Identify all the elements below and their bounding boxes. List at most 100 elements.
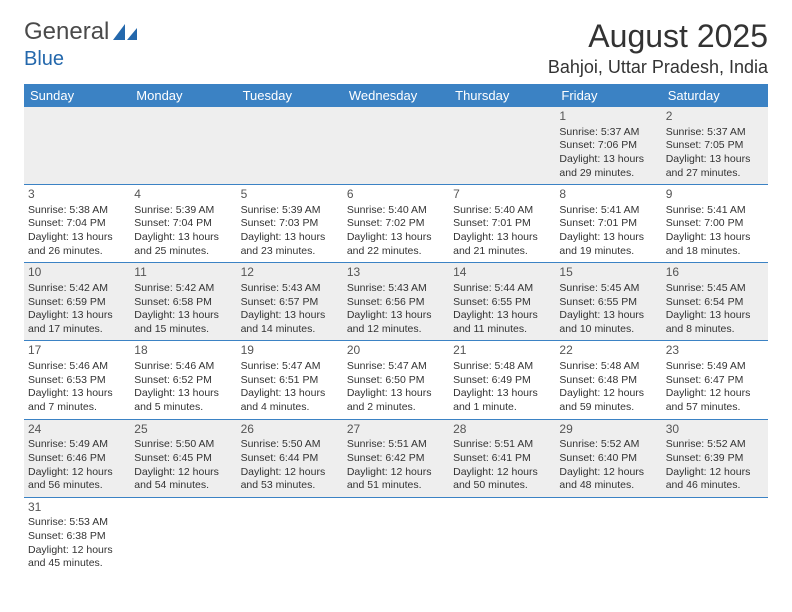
sunrise-text: Sunrise: 5:49 AM xyxy=(666,360,764,374)
daylight-text: Daylight: 13 hours and 23 minutes. xyxy=(241,231,339,258)
calendar-cell: 24Sunrise: 5:49 AMSunset: 6:46 PMDayligh… xyxy=(24,419,130,497)
daylight-text: Daylight: 13 hours and 21 minutes. xyxy=(453,231,551,258)
sunset-text: Sunset: 6:44 PM xyxy=(241,452,339,466)
calendar-cell: 6Sunrise: 5:40 AMSunset: 7:02 PMDaylight… xyxy=(343,185,449,263)
sunset-text: Sunset: 7:04 PM xyxy=(28,217,126,231)
calendar-cell: 23Sunrise: 5:49 AMSunset: 6:47 PMDayligh… xyxy=(662,341,768,419)
daylight-text: Daylight: 13 hours and 8 minutes. xyxy=(666,309,764,336)
calendar-row: 1Sunrise: 5:37 AMSunset: 7:06 PMDaylight… xyxy=(24,107,768,185)
calendar-row: 10Sunrise: 5:42 AMSunset: 6:59 PMDayligh… xyxy=(24,263,768,341)
daylight-text: Daylight: 13 hours and 12 minutes. xyxy=(347,309,445,336)
calendar-cell: 25Sunrise: 5:50 AMSunset: 6:45 PMDayligh… xyxy=(130,419,236,497)
daylight-text: Daylight: 12 hours and 54 minutes. xyxy=(134,466,232,493)
day-number: 24 xyxy=(28,422,126,438)
daylight-text: Daylight: 12 hours and 50 minutes. xyxy=(453,466,551,493)
calendar-cell xyxy=(237,107,343,185)
sunset-text: Sunset: 6:46 PM xyxy=(28,452,126,466)
calendar-cell: 14Sunrise: 5:44 AMSunset: 6:55 PMDayligh… xyxy=(449,263,555,341)
calendar-body: 1Sunrise: 5:37 AMSunset: 7:06 PMDaylight… xyxy=(24,107,768,575)
calendar-cell: 22Sunrise: 5:48 AMSunset: 6:48 PMDayligh… xyxy=(555,341,661,419)
daylight-text: Daylight: 12 hours and 46 minutes. xyxy=(666,466,764,493)
calendar-cell: 15Sunrise: 5:45 AMSunset: 6:55 PMDayligh… xyxy=(555,263,661,341)
sunrise-text: Sunrise: 5:51 AM xyxy=(453,438,551,452)
sunset-text: Sunset: 6:41 PM xyxy=(453,452,551,466)
calendar-cell xyxy=(343,107,449,185)
sunrise-text: Sunrise: 5:37 AM xyxy=(666,126,764,140)
sunset-text: Sunset: 6:39 PM xyxy=(666,452,764,466)
day-number: 1 xyxy=(559,109,657,125)
daylight-text: Daylight: 12 hours and 57 minutes. xyxy=(666,387,764,414)
sunrise-text: Sunrise: 5:48 AM xyxy=(559,360,657,374)
logo-text-blue: Blue xyxy=(24,48,64,70)
sunrise-text: Sunrise: 5:38 AM xyxy=(28,204,126,218)
sunrise-text: Sunrise: 5:39 AM xyxy=(241,204,339,218)
calendar-cell: 3Sunrise: 5:38 AMSunset: 7:04 PMDaylight… xyxy=(24,185,130,263)
daylight-text: Daylight: 13 hours and 2 minutes. xyxy=(347,387,445,414)
calendar-cell xyxy=(130,107,236,185)
daylight-text: Daylight: 12 hours and 56 minutes. xyxy=(28,466,126,493)
calendar-cell: 26Sunrise: 5:50 AMSunset: 6:44 PMDayligh… xyxy=(237,419,343,497)
sunrise-text: Sunrise: 5:50 AM xyxy=(241,438,339,452)
day-number: 29 xyxy=(559,422,657,438)
sunset-text: Sunset: 6:38 PM xyxy=(28,530,126,544)
daylight-text: Daylight: 12 hours and 59 minutes. xyxy=(559,387,657,414)
sunrise-text: Sunrise: 5:41 AM xyxy=(666,204,764,218)
sunset-text: Sunset: 7:03 PM xyxy=(241,217,339,231)
day-number: 23 xyxy=(666,343,764,359)
daylight-text: Daylight: 13 hours and 5 minutes. xyxy=(134,387,232,414)
header: General August 2025 Bahjoi, Uttar Prades… xyxy=(24,18,768,78)
daylight-text: Daylight: 13 hours and 25 minutes. xyxy=(134,231,232,258)
calendar-cell xyxy=(449,497,555,575)
sunset-text: Sunset: 6:55 PM xyxy=(453,296,551,310)
day-number: 27 xyxy=(347,422,445,438)
calendar-cell: 9Sunrise: 5:41 AMSunset: 7:00 PMDaylight… xyxy=(662,185,768,263)
sunrise-text: Sunrise: 5:40 AM xyxy=(347,204,445,218)
daylight-text: Daylight: 13 hours and 26 minutes. xyxy=(28,231,126,258)
day-number: 5 xyxy=(241,187,339,203)
calendar-cell xyxy=(343,497,449,575)
day-number: 18 xyxy=(134,343,232,359)
day-number: 19 xyxy=(241,343,339,359)
sunset-text: Sunset: 6:58 PM xyxy=(134,296,232,310)
weekday-header: Sunday xyxy=(24,84,130,107)
weekday-header: Saturday xyxy=(662,84,768,107)
sunrise-text: Sunrise: 5:53 AM xyxy=(28,516,126,530)
sunset-text: Sunset: 7:02 PM xyxy=(347,217,445,231)
calendar-cell xyxy=(555,497,661,575)
calendar-row: 3Sunrise: 5:38 AMSunset: 7:04 PMDaylight… xyxy=(24,185,768,263)
sunrise-text: Sunrise: 5:46 AM xyxy=(134,360,232,374)
calendar-cell: 20Sunrise: 5:47 AMSunset: 6:50 PMDayligh… xyxy=(343,341,449,419)
calendar-cell xyxy=(24,107,130,185)
sunset-text: Sunset: 7:00 PM xyxy=(666,217,764,231)
sunrise-text: Sunrise: 5:43 AM xyxy=(347,282,445,296)
day-number: 4 xyxy=(134,187,232,203)
calendar-table: SundayMondayTuesdayWednesdayThursdayFrid… xyxy=(24,84,768,575)
daylight-text: Daylight: 13 hours and 18 minutes. xyxy=(666,231,764,258)
calendar-cell xyxy=(237,497,343,575)
daylight-text: Daylight: 12 hours and 48 minutes. xyxy=(559,466,657,493)
day-number: 12 xyxy=(241,265,339,281)
page-title: August 2025 xyxy=(548,18,768,55)
calendar-cell: 21Sunrise: 5:48 AMSunset: 6:49 PMDayligh… xyxy=(449,341,555,419)
sunrise-text: Sunrise: 5:47 AM xyxy=(241,360,339,374)
sunrise-text: Sunrise: 5:42 AM xyxy=(134,282,232,296)
sunset-text: Sunset: 6:45 PM xyxy=(134,452,232,466)
day-number: 20 xyxy=(347,343,445,359)
daylight-text: Daylight: 13 hours and 17 minutes. xyxy=(28,309,126,336)
calendar-cell: 28Sunrise: 5:51 AMSunset: 6:41 PMDayligh… xyxy=(449,419,555,497)
sunrise-text: Sunrise: 5:49 AM xyxy=(28,438,126,452)
sunset-text: Sunset: 7:05 PM xyxy=(666,139,764,153)
day-number: 6 xyxy=(347,187,445,203)
sunrise-text: Sunrise: 5:48 AM xyxy=(453,360,551,374)
sunset-text: Sunset: 6:50 PM xyxy=(347,374,445,388)
sunrise-text: Sunrise: 5:50 AM xyxy=(134,438,232,452)
calendar-cell: 19Sunrise: 5:47 AMSunset: 6:51 PMDayligh… xyxy=(237,341,343,419)
calendar-cell xyxy=(130,497,236,575)
day-number: 28 xyxy=(453,422,551,438)
sunset-text: Sunset: 7:01 PM xyxy=(559,217,657,231)
logo: General xyxy=(24,18,141,46)
day-number: 30 xyxy=(666,422,764,438)
calendar-cell: 17Sunrise: 5:46 AMSunset: 6:53 PMDayligh… xyxy=(24,341,130,419)
sunrise-text: Sunrise: 5:41 AM xyxy=(559,204,657,218)
sunset-text: Sunset: 6:42 PM xyxy=(347,452,445,466)
